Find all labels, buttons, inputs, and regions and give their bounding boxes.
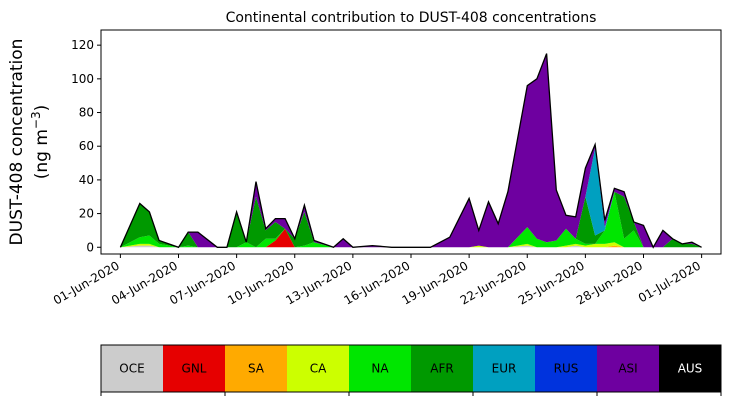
y-axis-label-line1: DUST-408 concentration — [7, 39, 27, 246]
legend-label-sa: SA — [248, 362, 265, 376]
legend-swatch-oce — [101, 345, 164, 392]
legend-swatch-sa — [225, 345, 288, 392]
y-axis-ticks: 0 20 40 60 80 100 120 — [71, 38, 101, 254]
area-asi — [120, 53, 702, 248]
y-tick-label: 0 — [86, 240, 94, 254]
legend-swatch-aus — [659, 345, 722, 392]
legend-label-ca: CA — [310, 362, 327, 376]
x-axis-ticks: 01-Jun-202004-Jun-202007-Jun-202010-Jun-… — [51, 254, 703, 308]
stacked-areas — [120, 53, 702, 248]
legend-swatch-gnl — [163, 345, 226, 392]
colorbar-frame — [100, 344, 722, 393]
legend-label-asi: ASI — [618, 362, 637, 376]
y-tick-label: 100 — [71, 72, 94, 86]
legend-swatch-rus — [535, 345, 598, 392]
chart-title: Continental contribution to DUST-408 con… — [226, 10, 597, 26]
total-concentration-line — [119, 53, 702, 249]
y-tick-label: 20 — [79, 207, 94, 221]
legend-label-aus: AUS — [678, 362, 703, 376]
region-colorbar: OCE GNL SA CA NA AFR EUR RUS ASI AUS — [100, 344, 722, 396]
legend-label-afr: AFR — [430, 362, 453, 376]
y-tick-label: 60 — [79, 139, 94, 153]
legend-swatch-na — [349, 345, 412, 392]
y-axis-label: DUST-408 concentration (ng m−3) — [7, 39, 52, 246]
x-tick-label: 28-Jun-2020 — [574, 258, 645, 307]
x-tick-label: 01-Jul-2020 — [636, 258, 703, 305]
legend-label-gnl: GNL — [182, 362, 207, 376]
legend-swatch-eur — [473, 345, 536, 392]
y-axis-unit-sup: −3 — [29, 111, 43, 129]
legend-label-eur: EUR — [492, 362, 517, 376]
y-tick-label: 120 — [71, 38, 94, 52]
y-tick-label: 80 — [79, 106, 94, 120]
legend-label-rus: RUS — [554, 362, 579, 376]
legend-swatch-afr — [411, 345, 474, 392]
legend-label-na: NA — [371, 362, 389, 376]
legend-label-oce: OCE — [119, 362, 144, 376]
y-axis-unit-suffix: ) — [32, 105, 52, 112]
legend-swatch-ca — [287, 345, 350, 392]
y-axis-unit-prefix: (ng m — [32, 129, 52, 179]
area-afr — [120, 191, 702, 248]
y-axis-label-line2: (ng m−3) — [29, 105, 52, 180]
y-tick-label: 40 — [79, 173, 94, 187]
legend-swatch-asi — [597, 345, 660, 392]
